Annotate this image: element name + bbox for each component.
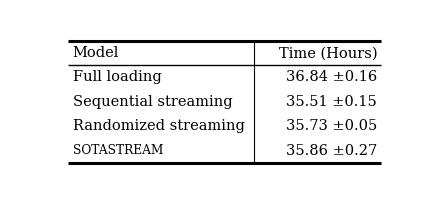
Text: 35.73 ±0.05: 35.73 ±0.05: [286, 119, 377, 133]
Text: 35.86 ±0.27: 35.86 ±0.27: [286, 144, 377, 158]
Text: Model: Model: [73, 46, 119, 60]
Text: Randomized streaming: Randomized streaming: [73, 119, 245, 133]
Text: Full loading: Full loading: [73, 70, 161, 84]
Text: Sequential streaming: Sequential streaming: [73, 95, 232, 109]
Text: 35.51 ±0.15: 35.51 ±0.15: [286, 95, 377, 109]
Text: 36.84 ±0.16: 36.84 ±0.16: [286, 70, 377, 84]
Text: SOTASTREAM: SOTASTREAM: [73, 144, 163, 157]
Text: Time (Hours): Time (Hours): [279, 46, 377, 60]
